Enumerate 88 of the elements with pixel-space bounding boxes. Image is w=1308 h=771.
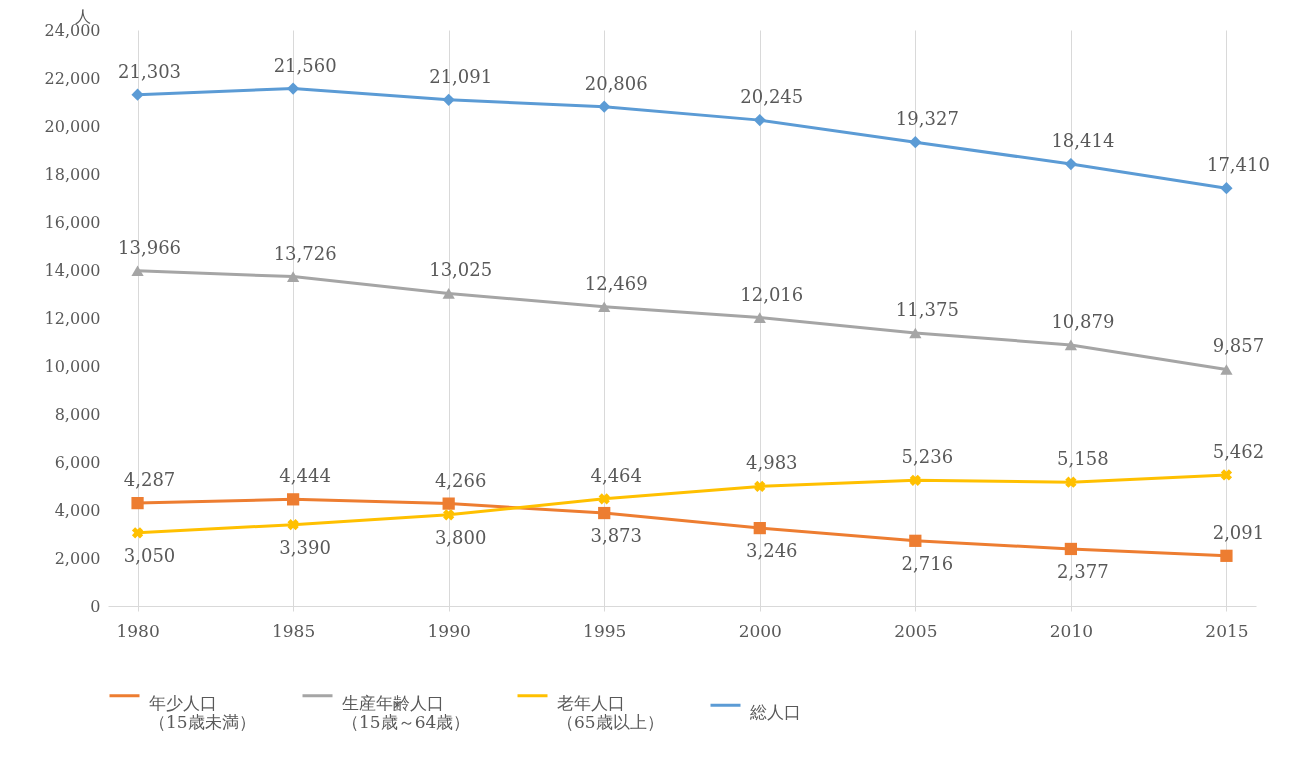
data-label: 5,158	[1057, 448, 1109, 470]
data-label: 13,966	[118, 236, 182, 258]
point	[442, 93, 455, 106]
y-tick-label: 0	[90, 596, 101, 616]
point	[131, 265, 144, 277]
data-label: 3,873	[590, 525, 642, 547]
point	[1220, 182, 1233, 195]
data-label: 3,246	[746, 540, 798, 562]
data-label: 5,462	[1212, 440, 1265, 462]
point	[753, 312, 766, 323]
point	[442, 288, 455, 299]
point	[753, 521, 766, 535]
data-label: 19,327	[895, 108, 959, 130]
point	[286, 493, 300, 506]
data-label: 13,726	[273, 242, 337, 264]
data-label: 3,050	[123, 544, 176, 566]
data-label: 2,377	[1057, 560, 1109, 582]
data-label: 21,560	[273, 54, 337, 76]
x-tick-label: 2000	[738, 620, 782, 641]
point	[286, 82, 300, 95]
data-label: 12,469	[584, 272, 648, 294]
point	[1064, 157, 1078, 171]
data-label: 20,245	[740, 86, 804, 108]
point	[909, 534, 922, 547]
data-label: 2,091	[1212, 521, 1265, 543]
y-tick-label: 8,000	[54, 404, 101, 424]
data-label: 18,414	[1051, 130, 1115, 152]
y-tick-label: 14,000	[44, 260, 101, 280]
x-tick-label: 2005	[894, 620, 938, 641]
data-label: 4,444	[279, 465, 331, 487]
data-label: 3,800	[434, 526, 487, 548]
y-tick-label: 18,000	[44, 164, 101, 184]
legend-label: 老年人口（65歳以上）	[557, 692, 664, 732]
point	[1220, 469, 1233, 481]
point	[753, 114, 766, 127]
y-tick-label: 16,000	[44, 212, 101, 232]
x-tick-label: 1980	[116, 620, 160, 641]
point	[1064, 542, 1078, 556]
data-label: 4,266	[434, 469, 487, 491]
data-label: 10,879	[1051, 310, 1115, 332]
x-tick-label: 2015	[1205, 620, 1249, 641]
y-tick-label: 4,000	[54, 500, 101, 520]
point	[443, 509, 455, 521]
point	[598, 493, 610, 505]
x-tick-label: 1995	[583, 620, 627, 641]
data-label: 4,287	[123, 469, 176, 491]
point	[598, 100, 611, 113]
data-label: 4,464	[590, 464, 642, 486]
legend-label: 生産年齢人口（15歳～64歳）	[342, 692, 471, 732]
y-tick-label: 20,000	[44, 116, 101, 136]
y-tick-label: 6,000	[54, 452, 101, 472]
data-label: 3,390	[279, 536, 331, 558]
y-tick-label: 12,000	[44, 308, 101, 328]
point	[909, 474, 921, 486]
point	[598, 301, 611, 313]
data-label: 11,375	[895, 299, 959, 320]
data-label: 17,410	[1206, 154, 1270, 176]
point	[909, 327, 922, 339]
point	[1220, 364, 1233, 375]
legend-label: 年少人口（15歳未満）	[149, 692, 256, 732]
point	[754, 480, 766, 493]
point	[287, 519, 299, 531]
point	[1220, 549, 1233, 562]
point	[131, 88, 144, 101]
point	[1064, 339, 1078, 351]
point	[909, 136, 922, 149]
point	[131, 496, 144, 510]
point	[1065, 476, 1077, 488]
data-label: 21,303	[118, 60, 182, 82]
x-tick-label: 1985	[271, 620, 316, 641]
data-label: 21,091	[429, 65, 493, 87]
legend-label: 総人口	[749, 702, 801, 723]
y-tick-label: 22,000	[44, 68, 101, 88]
x-tick-label: 2010	[1049, 620, 1094, 641]
y-tick-label: 2,000	[54, 548, 101, 568]
data-label: 20,806	[584, 72, 648, 94]
point	[442, 497, 455, 510]
data-label: 12,016	[740, 283, 804, 305]
data-label: 5,236	[901, 446, 954, 468]
point	[286, 271, 300, 282]
data-label: 4,983	[746, 452, 798, 474]
x-tick-label: 1990	[427, 620, 471, 641]
data-label: 2,716	[901, 552, 954, 574]
y-tick-label: 10,000	[44, 356, 101, 376]
data-label: 13,025	[429, 259, 493, 281]
point	[131, 527, 144, 539]
data-label: 9,857	[1212, 335, 1265, 357]
point	[598, 506, 611, 520]
